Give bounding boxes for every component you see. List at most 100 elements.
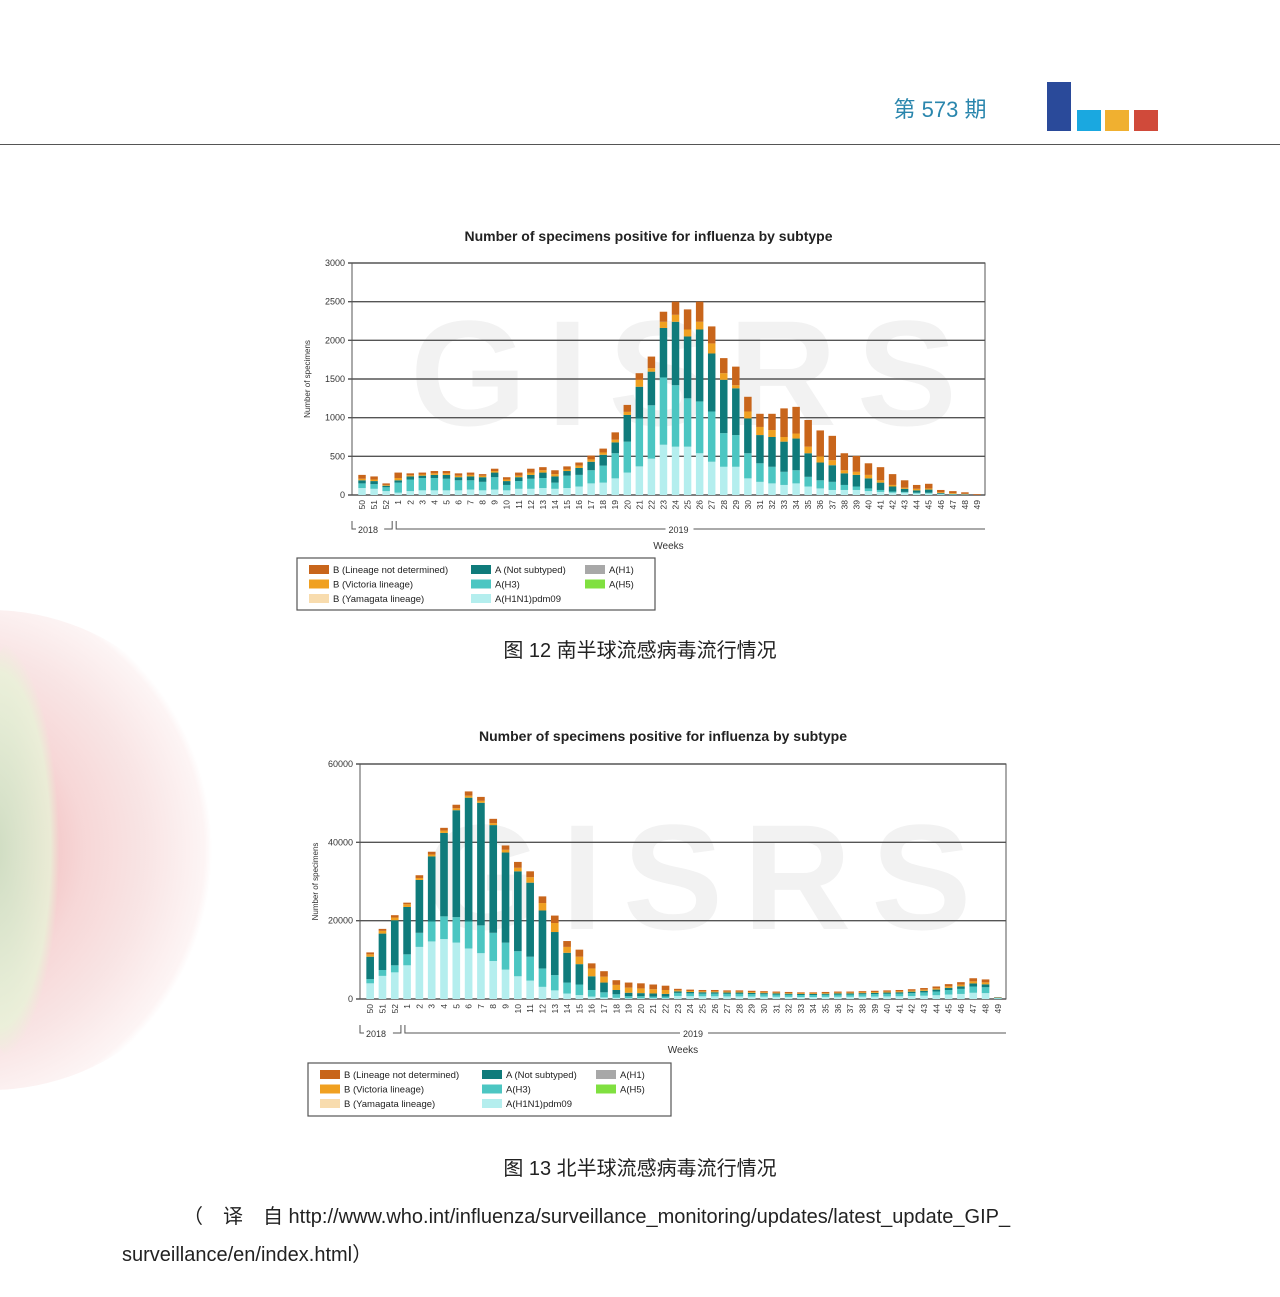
bar-segment-ns <box>900 488 909 492</box>
bar-segment-ns <box>427 856 436 922</box>
bar-segment-bnd <box>797 992 805 994</box>
bar-segment-vic <box>784 993 793 994</box>
bar-segment-vic <box>772 992 781 994</box>
y-tick-label: 40000 <box>328 837 353 847</box>
x-tick-label: 6 <box>453 500 463 505</box>
bar-segment-vic <box>864 474 873 479</box>
bar-segment-h1n1 <box>925 493 933 495</box>
bar-segment-h3 <box>674 992 682 996</box>
bar-segment-h1n1 <box>442 490 451 495</box>
bar-segment-vic <box>477 800 485 803</box>
legend-swatch-h5 <box>585 579 605 589</box>
bar-segment-vic <box>587 968 596 977</box>
bar-segment-h3 <box>683 398 692 447</box>
bar-segment-h1n1 <box>599 482 607 495</box>
x-tick-label: 11 <box>514 500 524 509</box>
bar-segment-h3 <box>900 491 909 493</box>
bar-segment-vic <box>707 343 716 354</box>
bar-segment-h3 <box>840 484 849 490</box>
bar-segment-bnd <box>683 309 692 330</box>
x-tick-label: 27 <box>722 1004 732 1014</box>
year-bracket <box>359 1025 1006 1034</box>
bar-segment-h1n1 <box>944 994 953 999</box>
bar-segment-h3 <box>406 479 414 492</box>
bar-segment-bnd <box>527 468 535 473</box>
bar-segment-h1n1 <box>772 996 781 999</box>
bar-segment-vic <box>840 470 849 474</box>
bar-segment-h3 <box>809 995 818 998</box>
bar-segment-h3 <box>747 994 756 997</box>
bar-segment-ns <box>611 442 619 454</box>
bar-segment-h3 <box>452 917 461 943</box>
bar-segment-h1n1 <box>981 993 990 999</box>
x-tick-label: 52 <box>390 1004 400 1014</box>
legend-label-h5: A(H5) <box>609 580 634 591</box>
bar-segment-h3 <box>490 477 499 490</box>
x-tick-label: 9 <box>490 500 500 505</box>
bar-segment-h3 <box>612 994 621 998</box>
x-tick-label: 46 <box>956 1004 966 1014</box>
year-bracket <box>351 521 985 530</box>
bar-segment-h1n1 <box>527 488 535 495</box>
x-tick-label: 14 <box>562 1004 572 1014</box>
x-tick-label: 36 <box>815 500 825 510</box>
legend-label-vic: B (Victoria lineage) <box>333 580 413 591</box>
bar-segment-h1n1 <box>563 488 571 495</box>
x-tick-label: 8 <box>478 500 488 505</box>
bar-segment-vic <box>937 492 945 494</box>
bar-segment-h3 <box>551 482 559 489</box>
bar-segment-bnd <box>515 472 523 476</box>
bar-segment-ns <box>550 932 559 976</box>
x-tick-label: 45 <box>944 1004 954 1014</box>
bar-segment-h3 <box>378 970 387 976</box>
x-tick-label: 46 <box>936 500 946 510</box>
bar-segment-ns <box>710 992 719 994</box>
bar-segment-h1n1 <box>454 490 463 495</box>
bar-segment-h1n1 <box>551 488 559 495</box>
x-tick-label: 17 <box>586 500 596 510</box>
bar-segment-ns <box>907 991 916 994</box>
bar-segment-bnd <box>466 472 475 475</box>
bar-segment-h3 <box>969 986 978 993</box>
bar-segment-vic <box>466 474 475 477</box>
bar-segment-bnd <box>944 984 953 987</box>
bar-segment-bnd <box>925 483 933 489</box>
bar-segment-vic <box>876 480 885 483</box>
y-tick-label: 3000 <box>325 258 345 268</box>
year-label-2019: 2019 <box>669 525 689 535</box>
bar-segment-h3 <box>550 975 559 991</box>
bar-segment-vic <box>895 991 904 993</box>
bar-segment-vic <box>720 373 728 380</box>
figure-12-caption: 图 12 南半球流感病毒流行情况 <box>503 640 777 662</box>
bar-segment-h1n1 <box>732 466 740 495</box>
bar-segment-bnd <box>900 480 909 488</box>
bar-segment-bnd <box>378 928 387 931</box>
bar-segment-ns <box>858 993 867 995</box>
y-tick-label: 0 <box>340 490 345 500</box>
bar-segment-ns <box>659 327 668 378</box>
bar-segment-h3 <box>876 489 885 492</box>
x-tick-label: 38 <box>857 1004 867 1014</box>
bar-segment-bnd <box>526 871 534 878</box>
x-tick-label: 11 <box>525 1004 535 1013</box>
bar-segment-ns <box>575 964 584 985</box>
bar-segment-ns <box>920 990 928 993</box>
bar-segment-h3 <box>427 921 436 942</box>
bar-segment-vic <box>430 473 439 475</box>
bar-segment-h3 <box>501 942 510 970</box>
bar-segment-h1n1 <box>821 996 830 999</box>
bar-segment-vic <box>698 991 707 993</box>
bar-segment-ns <box>477 802 485 926</box>
bar-segment-vic <box>809 993 818 995</box>
bar-segment-ns <box>772 993 781 995</box>
legend-swatch-bnd <box>309 565 329 574</box>
x-tick-label: 10 <box>502 500 512 510</box>
x-tick-label: 1 <box>402 1004 412 1009</box>
bar-segment-h3 <box>981 987 990 994</box>
x-tick-label: 31 <box>771 1004 781 1014</box>
bar-segment-ns <box>452 810 461 918</box>
bar-segment-h3 <box>661 996 670 999</box>
bar-segment-vic <box>925 488 933 490</box>
bar-segment-vic <box>624 987 633 993</box>
x-tick-label: 33 <box>779 500 789 510</box>
